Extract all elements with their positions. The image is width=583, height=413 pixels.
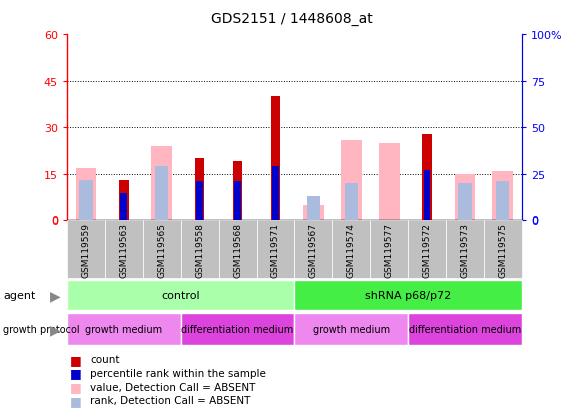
Text: GSM119573: GSM119573 — [461, 223, 469, 278]
Text: growth medium: growth medium — [85, 324, 163, 335]
Bar — [408, 221, 446, 279]
Bar — [155, 167, 168, 221]
Text: GSM119559: GSM119559 — [82, 223, 90, 278]
Text: GSM119558: GSM119558 — [195, 223, 204, 278]
Bar — [196, 182, 203, 221]
Text: 0: 0 — [531, 216, 538, 226]
Text: value, Detection Call = ABSENT: value, Detection Call = ABSENT — [90, 382, 256, 392]
Text: GSM119575: GSM119575 — [498, 223, 507, 278]
Bar — [152, 147, 172, 221]
Text: GSM119574: GSM119574 — [347, 223, 356, 278]
Bar — [105, 221, 143, 279]
Text: GSM119565: GSM119565 — [157, 223, 166, 278]
Bar — [79, 180, 93, 221]
Bar — [219, 221, 257, 279]
Bar — [408, 313, 522, 345]
Bar — [195, 159, 205, 221]
Bar — [422, 134, 432, 221]
Text: count: count — [90, 354, 120, 364]
Bar — [271, 97, 280, 221]
Text: ▶: ▶ — [50, 288, 61, 302]
Text: growth protocol: growth protocol — [3, 324, 79, 335]
Text: GDS2151 / 1448608_at: GDS2151 / 1448608_at — [210, 12, 373, 26]
Text: ▶: ▶ — [50, 323, 61, 336]
Bar — [446, 221, 484, 279]
Bar — [496, 182, 510, 221]
Text: ■: ■ — [70, 366, 82, 380]
Text: shRNA p68/p72: shRNA p68/p72 — [365, 290, 451, 300]
Bar — [67, 280, 294, 310]
Bar — [294, 313, 408, 345]
Bar — [493, 171, 513, 221]
Bar — [458, 184, 472, 221]
Text: GSM119568: GSM119568 — [233, 223, 242, 278]
Bar — [67, 313, 181, 345]
Text: GSM119577: GSM119577 — [385, 223, 394, 278]
Bar — [455, 174, 475, 221]
Bar — [272, 167, 279, 221]
Text: agent: agent — [3, 290, 36, 300]
Text: growth medium: growth medium — [312, 324, 390, 335]
Bar — [294, 221, 332, 279]
Bar — [303, 205, 324, 221]
Bar — [332, 221, 370, 279]
Bar — [234, 182, 241, 221]
Bar — [379, 143, 399, 221]
Text: GSM119563: GSM119563 — [120, 223, 128, 278]
Bar — [345, 184, 358, 221]
Bar — [119, 181, 129, 221]
Bar — [76, 169, 96, 221]
Text: percentile rank within the sample: percentile rank within the sample — [90, 368, 266, 378]
Text: ■: ■ — [70, 394, 82, 407]
Bar — [233, 162, 243, 221]
Bar — [181, 313, 294, 345]
Text: differentiation medium: differentiation medium — [409, 324, 521, 335]
Bar — [424, 171, 430, 221]
Bar — [257, 221, 294, 279]
Text: GSM119572: GSM119572 — [423, 223, 431, 278]
Bar — [484, 221, 522, 279]
Bar — [181, 221, 219, 279]
Bar — [294, 280, 522, 310]
Text: differentiation medium: differentiation medium — [181, 324, 294, 335]
Text: GSM119571: GSM119571 — [271, 223, 280, 278]
Bar — [341, 140, 361, 221]
Text: ■: ■ — [70, 380, 82, 393]
Text: rank, Detection Call = ABSENT: rank, Detection Call = ABSENT — [90, 395, 251, 405]
Text: control: control — [161, 290, 200, 300]
Bar — [121, 193, 127, 221]
Text: 0: 0 — [51, 216, 58, 226]
Bar — [370, 221, 408, 279]
Text: GSM119567: GSM119567 — [309, 223, 318, 278]
Bar — [67, 221, 105, 279]
Bar — [143, 221, 181, 279]
Bar — [307, 197, 320, 221]
Text: ■: ■ — [70, 353, 82, 366]
